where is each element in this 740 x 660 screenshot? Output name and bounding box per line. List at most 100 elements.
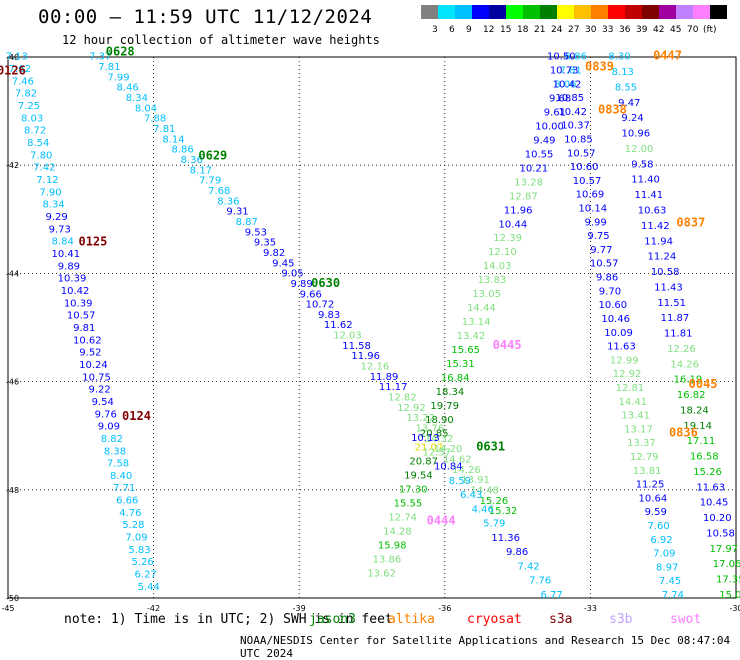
pass-time-label: 0445 bbox=[493, 338, 522, 352]
wave-height-label: 7.13 bbox=[6, 52, 28, 63]
wave-height-label: 10.00 bbox=[535, 122, 564, 133]
pass-time-label: 0045 bbox=[689, 377, 718, 391]
wave-height-label: 8.54 bbox=[27, 138, 49, 149]
wave-height-label: 8.03 bbox=[21, 113, 43, 124]
page-subtitle: 12 hour collection of altimeter wave hei… bbox=[62, 33, 380, 47]
wave-height-label: 8.14 bbox=[162, 134, 184, 145]
wave-height-label: 13.91 bbox=[461, 475, 490, 486]
wave-height-label: 11.81 bbox=[664, 329, 693, 340]
wave-height-label: 10.09 bbox=[604, 328, 633, 339]
wave-height-label: 13.14 bbox=[462, 317, 491, 328]
legend-label: 3 bbox=[432, 25, 438, 35]
wave-height-label: 9.35 bbox=[254, 238, 276, 249]
wave-height-label: 13.17 bbox=[624, 424, 653, 435]
wave-height-label: 9.58 bbox=[631, 159, 653, 170]
wave-height-label: 7.09 bbox=[653, 549, 675, 560]
legend-swatch bbox=[625, 5, 642, 19]
wave-height-label: 11.62 bbox=[324, 320, 353, 331]
wave-height-label: 9.83 bbox=[318, 310, 340, 321]
wave-height-label: 8.30 bbox=[608, 52, 630, 63]
legend-swatch bbox=[676, 5, 693, 19]
wave-height-label: 15.26 bbox=[480, 496, 509, 507]
legend-label: 70 bbox=[687, 25, 699, 35]
lat-tick-label: -50 bbox=[6, 594, 19, 603]
wave-height-label: 19.14 bbox=[683, 421, 712, 432]
wave-height-label: 7.81 bbox=[153, 124, 175, 135]
satellite-swot: swot bbox=[670, 612, 702, 627]
wave-height-label: 9.82 bbox=[263, 248, 285, 259]
wave-height-label: 7.42 bbox=[33, 163, 55, 174]
wave-height-label: 10.42 bbox=[553, 79, 582, 90]
wave-height-label: 19.79 bbox=[430, 401, 459, 412]
wave-height-label: 8.34 bbox=[42, 200, 64, 211]
wave-height-label: 10.58 bbox=[706, 528, 735, 539]
pass-time-label: 0630 bbox=[311, 276, 340, 290]
map-frame bbox=[7, 56, 737, 599]
wave-height-label: 9.61 bbox=[544, 108, 566, 119]
wave-height-label: 7.46 bbox=[12, 76, 34, 87]
legend-swatch bbox=[472, 5, 489, 19]
legend-swatch bbox=[557, 5, 574, 19]
wave-height-label: 14.48 bbox=[470, 485, 499, 496]
wave-height-label: 14.44 bbox=[467, 303, 496, 314]
pass-time-label: 0125 bbox=[78, 234, 107, 248]
legend-label: 42 bbox=[653, 25, 665, 35]
lon-tick-label: -30 bbox=[729, 604, 740, 613]
wave-height-label: 11.40 bbox=[631, 175, 660, 186]
wave-height-label: 14.20 bbox=[434, 444, 463, 455]
legend-label: 12 bbox=[483, 25, 495, 35]
wave-height-label: 11.51 bbox=[657, 298, 686, 309]
legend-swatch bbox=[574, 5, 591, 19]
legend-swatch bbox=[642, 5, 659, 19]
wave-height-label: 11.96 bbox=[351, 351, 380, 362]
wave-height-label: 10.75 bbox=[82, 372, 111, 383]
wave-height-label: 10.69 bbox=[576, 190, 605, 201]
pass-time-label: 0444 bbox=[427, 514, 456, 528]
wave-height-label: 5.83 bbox=[128, 545, 150, 556]
wave-height-label: 8.06 bbox=[554, 80, 576, 91]
pass-time-label: 0124 bbox=[122, 409, 151, 423]
wave-height-label: 14.62 bbox=[443, 455, 472, 466]
wave-height-label: 7.09 bbox=[125, 533, 147, 544]
wave-height-label: 11.63 bbox=[607, 342, 636, 353]
wave-height-label: 12.82 bbox=[388, 393, 417, 404]
wave-height-label: 14.32 bbox=[425, 434, 454, 445]
wave-height-label: 6.92 bbox=[650, 535, 672, 546]
legend-swatch bbox=[421, 5, 438, 19]
legend-label: 30 bbox=[585, 25, 597, 35]
legend-swatch bbox=[506, 5, 523, 19]
wave-height-label: 7.81 bbox=[559, 66, 581, 77]
lat-tick-label: -42 bbox=[6, 161, 19, 170]
wave-height-label: 5.28 bbox=[122, 520, 144, 531]
wave-height-label: 10.60 bbox=[598, 300, 627, 311]
wave-height-label: 7.68 bbox=[208, 186, 230, 197]
wave-height-label: 13.81 bbox=[633, 466, 662, 477]
lon-tick-label: -33 bbox=[584, 604, 597, 613]
wave-height-label: 8.59 bbox=[449, 476, 471, 487]
wave-height-label: 5.26 bbox=[131, 557, 153, 568]
lat-tick-label: -46 bbox=[6, 378, 19, 387]
wave-height-label: 10.39 bbox=[64, 298, 93, 309]
wave-height-label: 5.44 bbox=[138, 582, 160, 593]
wave-height-label: 8.38 bbox=[104, 446, 126, 457]
wave-height-label: 14.26 bbox=[452, 465, 481, 476]
wave-height-label: 7.74 bbox=[662, 590, 684, 601]
wave-height-label: 11.96 bbox=[504, 205, 533, 216]
wave-height-label: 11.25 bbox=[636, 480, 665, 491]
wave-height-label: 10.14 bbox=[578, 204, 607, 215]
wave-height-label: 7.45 bbox=[659, 576, 681, 587]
wave-height-label: 17.11 bbox=[687, 436, 716, 447]
wave-height-label: 15.65 bbox=[451, 345, 480, 356]
wave-height-label: 12.03 bbox=[333, 331, 362, 342]
wave-height-label: 11.36 bbox=[491, 533, 520, 544]
lat-tick-label: -44 bbox=[6, 269, 19, 278]
legend-label: 18 bbox=[517, 25, 529, 35]
wave-height-label: 13.86 bbox=[373, 554, 402, 565]
lat-tick-label: -48 bbox=[6, 486, 19, 495]
wave-height-label: 8.36 bbox=[181, 155, 203, 166]
wave-height-label: 8.36 bbox=[217, 196, 239, 207]
wave-height-label: 20.85 bbox=[420, 429, 449, 440]
wave-height-label: 9.52 bbox=[79, 348, 101, 359]
wave-height-label: 15.55 bbox=[394, 499, 423, 510]
wave-height-label: 12.81 bbox=[616, 383, 645, 394]
